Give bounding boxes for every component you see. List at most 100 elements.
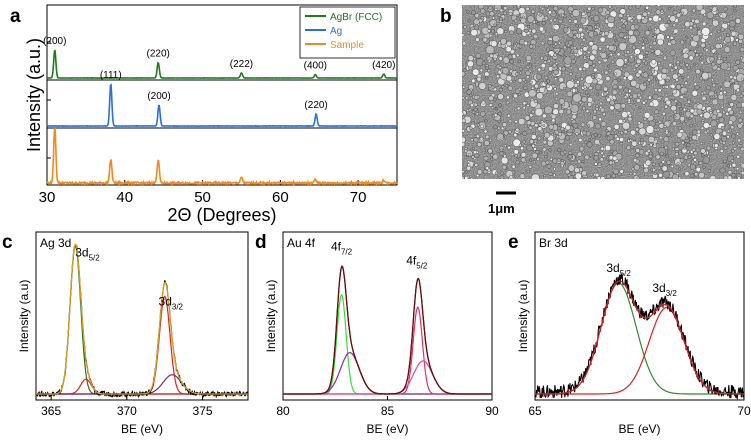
sem-particle (720, 125, 726, 131)
sem-particle (701, 95, 707, 101)
sem-particle (496, 132, 504, 140)
sem-particle (525, 55, 532, 61)
sem-particle (528, 165, 533, 169)
sem-particle (543, 5, 550, 9)
sem-particle (594, 83, 602, 91)
sem-particle (598, 46, 603, 51)
sem-particle (536, 22, 540, 26)
sem-particle (675, 142, 680, 147)
sem-particle (636, 98, 641, 103)
sem-particle (626, 50, 630, 54)
sem-particle (687, 155, 692, 159)
sem-particle (653, 88, 658, 93)
sem-particle (733, 177, 737, 179)
sem-particle (544, 75, 549, 80)
sem-particle (718, 86, 721, 90)
sem-particle (698, 161, 703, 165)
sem-particle (495, 52, 499, 56)
sem-particle (570, 78, 574, 82)
sem-particle (673, 115, 677, 118)
sem-particle (591, 75, 595, 79)
sem-particle (683, 39, 687, 43)
sem-particle (622, 76, 627, 81)
sem-particle (668, 40, 672, 43)
sem-particle (498, 16, 504, 21)
sem-particle (709, 133, 713, 137)
sem-particle (736, 132, 740, 136)
sem-particle (730, 94, 738, 101)
sem-particle (470, 177, 474, 179)
sem-particle (722, 42, 726, 47)
sem-particle (533, 141, 537, 145)
xrd-x-tick-label: 60 (272, 189, 289, 206)
sem-particle (573, 19, 578, 24)
sem-particle (636, 176, 640, 179)
sem-particle (513, 149, 519, 155)
sem-particle (498, 66, 502, 70)
sem-particle (723, 90, 727, 95)
sem-particle (717, 29, 721, 34)
xps-br3d-plot: 65 70 BE (eV) Intensity (a.u) Br 3d 3d5/2 3d3/… (516, 231, 751, 436)
sem-particle (542, 113, 547, 119)
sem-particle (648, 151, 653, 156)
sem-particle (681, 75, 685, 79)
sem-particle (695, 53, 699, 57)
xps-y-axis-label: Intensity (a.u) (516, 280, 530, 353)
sem-particle (647, 77, 651, 82)
xps-peak-label: 3d5/2 (75, 246, 100, 263)
sem-particle (517, 92, 521, 96)
xps-peak-label: 4f5/2 (406, 254, 428, 271)
sem-particle (688, 55, 694, 61)
sem-particle (696, 108, 703, 115)
sem-particle (474, 163, 479, 167)
sem-particle (737, 176, 741, 179)
sem-particle (511, 164, 516, 169)
sem-particle (671, 147, 675, 151)
sem-particle (503, 144, 507, 148)
sem-particle (533, 147, 537, 151)
sem-particle (623, 35, 627, 39)
sem-particle (566, 109, 572, 115)
sem-particle (619, 169, 624, 174)
sem-particle (567, 164, 575, 172)
sem-particle (540, 63, 546, 69)
sem-particle (612, 98, 616, 102)
sem-particle (720, 62, 729, 71)
sem-particle (473, 107, 478, 112)
sem-particle (471, 110, 476, 114)
sem-particle (711, 129, 716, 133)
sem-particle (723, 159, 727, 163)
sem-particle (680, 11, 684, 15)
sem-particle (467, 163, 471, 167)
sem-particle (694, 172, 699, 177)
sem-particle (488, 84, 492, 88)
sem-particle (625, 29, 629, 34)
sem-particle (552, 34, 560, 43)
sem-particle (594, 139, 600, 145)
sem-particle (582, 67, 587, 72)
sem-particle (685, 63, 689, 67)
sem-particle (701, 27, 711, 36)
sem-particle (667, 14, 671, 19)
sem-particle (509, 59, 515, 65)
sem-particle (506, 95, 510, 100)
sem-particle (530, 39, 537, 46)
sem-particle (723, 175, 729, 179)
sem-particle (502, 122, 507, 127)
sem-particle (597, 60, 602, 65)
sem-particle (582, 106, 586, 111)
sem-particle (498, 103, 502, 107)
sem-particle (545, 84, 550, 89)
sem-particle (492, 153, 499, 160)
sem-particle (730, 30, 737, 37)
sem-particle (635, 127, 640, 132)
sem-particle (669, 158, 673, 162)
sem-particle (738, 38, 744, 44)
sem-particle (648, 17, 653, 22)
panel-letter-d: d (255, 232, 267, 253)
sem-particle (557, 123, 561, 127)
sem-particle (623, 87, 629, 94)
sem-particle (657, 38, 664, 46)
xps-plot-frame (35, 231, 249, 401)
